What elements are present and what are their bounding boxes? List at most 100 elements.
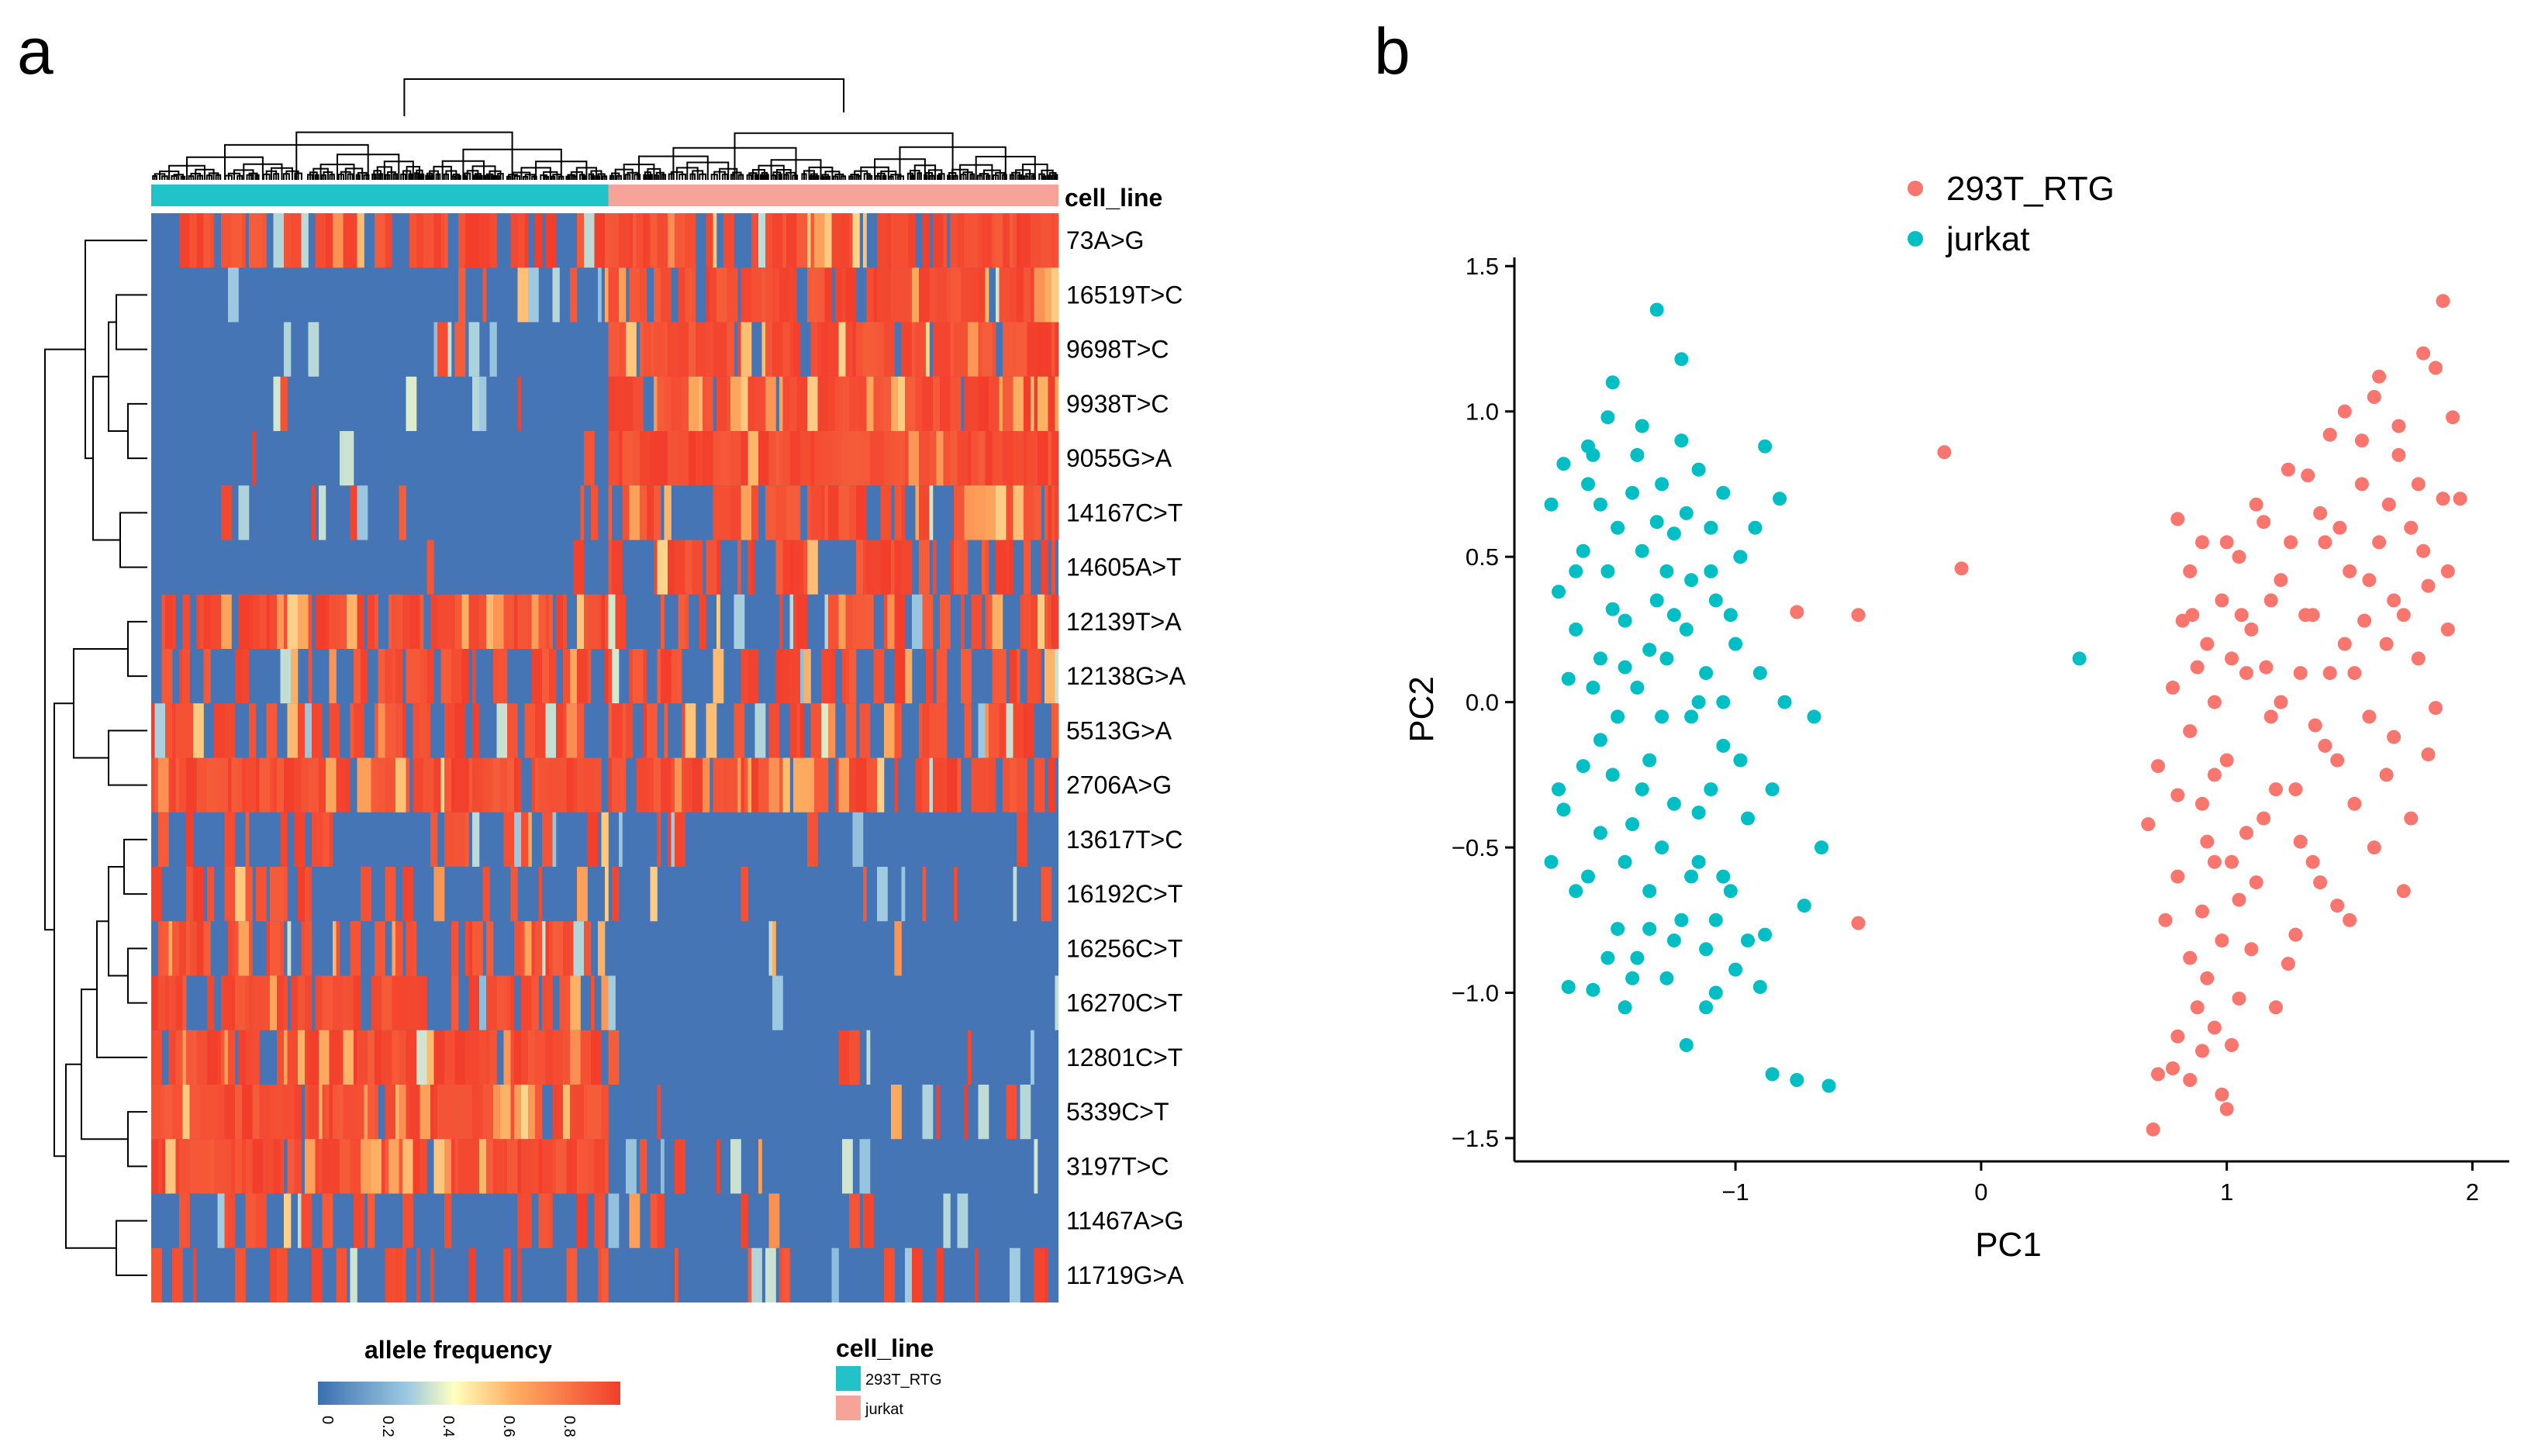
heatmap-cell bbox=[605, 649, 609, 704]
heatmap-cell bbox=[605, 267, 609, 323]
heatmap-cell bbox=[535, 921, 543, 976]
heatmap-cell bbox=[392, 921, 396, 976]
heatmap-cell bbox=[954, 322, 965, 377]
heatmap-cell bbox=[305, 703, 312, 758]
heatmap-cell bbox=[877, 322, 885, 377]
heatmap-cell bbox=[454, 594, 462, 649]
scatter-point bbox=[1684, 709, 1699, 724]
heatmap-cell bbox=[678, 594, 685, 649]
heatmap-cell bbox=[395, 1247, 403, 1302]
heatmap-cell bbox=[873, 649, 885, 704]
cell-line-legend: cell_line 293T_RTG jurkat bbox=[836, 1334, 942, 1420]
scatter-point bbox=[2343, 913, 2357, 927]
heatmap-cell bbox=[451, 757, 455, 813]
row-dendrogram-branch bbox=[73, 648, 128, 759]
heatmap-cell bbox=[985, 594, 989, 649]
heatmap-cell bbox=[838, 757, 850, 813]
scatter-point bbox=[2379, 637, 2394, 651]
heatmap-cell bbox=[657, 376, 665, 431]
heatmap-cell bbox=[685, 757, 692, 813]
scatter-point bbox=[1611, 709, 1625, 724]
heatmap-cell bbox=[465, 1030, 476, 1085]
heatmap-cell bbox=[633, 649, 644, 704]
heatmap-cell bbox=[751, 267, 762, 323]
heatmap-cell bbox=[368, 1030, 375, 1085]
heatmap-cell bbox=[838, 594, 846, 649]
heatmap-cell bbox=[284, 594, 288, 649]
heatmap-cell bbox=[259, 213, 264, 268]
heatmap-cell bbox=[601, 594, 606, 649]
heatmap-cell bbox=[996, 213, 1003, 268]
scatter-point bbox=[2239, 666, 2253, 681]
heatmap-cell bbox=[217, 1030, 222, 1085]
heatmap-cell bbox=[426, 649, 434, 704]
heatmap-cell bbox=[877, 213, 881, 268]
heatmap-cell bbox=[507, 975, 511, 1030]
heatmap-cell bbox=[207, 1030, 218, 1085]
heatmap-cell bbox=[772, 322, 783, 377]
heatmap-cell bbox=[947, 267, 951, 323]
scatter-point bbox=[2362, 573, 2377, 588]
heatmap-cell bbox=[430, 812, 438, 867]
heatmap-cell bbox=[319, 485, 326, 540]
heatmap-cell bbox=[803, 649, 811, 704]
heatmap-cell bbox=[989, 757, 993, 813]
heatmap-cell bbox=[228, 757, 232, 813]
heatmap-cell bbox=[1041, 213, 1052, 268]
heatmap-cell bbox=[552, 649, 557, 704]
heatmap-cell bbox=[650, 213, 658, 268]
heatmap-cell bbox=[884, 376, 888, 431]
heatmap-cell bbox=[207, 867, 215, 922]
heatmap-cell bbox=[395, 921, 399, 976]
dendrogram-branch bbox=[734, 132, 954, 180]
heatmap-cell bbox=[838, 1030, 843, 1085]
heatmap-cell bbox=[657, 812, 661, 867]
heatmap-cell bbox=[249, 213, 260, 268]
heatmap-cell bbox=[730, 1139, 741, 1194]
heatmap-cell bbox=[287, 703, 299, 758]
heatmap-cell bbox=[852, 322, 857, 377]
heatmap-cell bbox=[587, 1085, 595, 1140]
heatmap-cell bbox=[343, 975, 347, 1030]
heatmap-cell bbox=[640, 322, 644, 377]
x-axis-ticks: −1 0 1 2 bbox=[1721, 1161, 2479, 1206]
heatmap-cell bbox=[392, 975, 399, 1030]
heatmap-cell bbox=[922, 757, 930, 813]
heatmap-cell bbox=[259, 757, 271, 813]
heatmap-cell bbox=[999, 703, 1006, 758]
scatter-point bbox=[1625, 817, 1640, 832]
heatmap-cell bbox=[608, 649, 613, 704]
scatter-point bbox=[1666, 796, 1681, 811]
heatmap-cell bbox=[451, 1139, 455, 1194]
heatmap-cell bbox=[775, 649, 783, 704]
heatmap-cell bbox=[761, 322, 766, 377]
colorbar-tick-label: 0.2 bbox=[379, 1416, 396, 1437]
scatter-point bbox=[1777, 695, 1792, 709]
heatmap-cell bbox=[538, 594, 546, 649]
heatmap-cell bbox=[940, 376, 951, 431]
heatmap-cell bbox=[189, 1139, 201, 1194]
heatmap-cell bbox=[682, 703, 685, 758]
heatmap-cell bbox=[849, 1193, 860, 1248]
scatter-point bbox=[1569, 622, 1583, 637]
scatter-point bbox=[2219, 535, 2234, 550]
heatmap-cell bbox=[182, 975, 187, 1030]
y-tick-label: −1.0 bbox=[1452, 980, 1499, 1007]
heatmap-cell bbox=[842, 1139, 853, 1194]
heatmap-cell bbox=[182, 1030, 187, 1085]
heatmap-cell bbox=[835, 267, 843, 323]
heatmap-cell bbox=[591, 975, 595, 1030]
heatmap-cell bbox=[242, 757, 246, 813]
heatmap-cell bbox=[433, 867, 445, 922]
scatter-point bbox=[1556, 457, 1571, 471]
heatmap-cell bbox=[1055, 649, 1059, 704]
heatmap-cell bbox=[880, 213, 888, 268]
heatmap-cell bbox=[570, 1247, 578, 1302]
heatmap-cell bbox=[1006, 540, 1010, 595]
scatter-point bbox=[2293, 834, 2308, 849]
scatter-point bbox=[1630, 680, 1645, 695]
heatmap-cell bbox=[775, 540, 783, 595]
heatmap-cell bbox=[378, 703, 385, 758]
heatmap-cell bbox=[224, 703, 236, 758]
scatter-point bbox=[1674, 352, 1689, 367]
